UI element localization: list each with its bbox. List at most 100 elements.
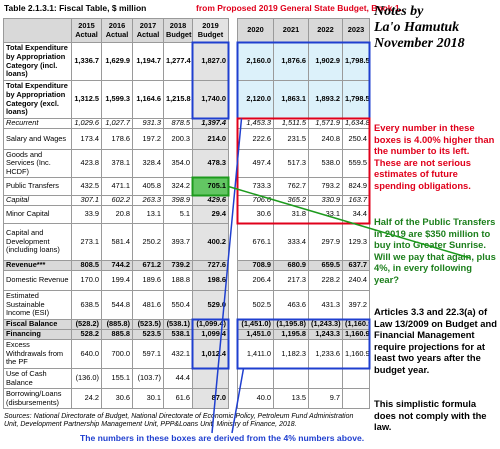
table-cell: 20.8 bbox=[101, 205, 133, 224]
note-four-percent: Every number in these boxes is 4.00% hig… bbox=[374, 122, 495, 191]
table-cell: 263.3 bbox=[132, 195, 164, 206]
gap-cell bbox=[228, 270, 238, 291]
table-cell: 528.2 bbox=[71, 329, 102, 340]
table-cell: 33.1 bbox=[308, 205, 343, 224]
row-label: Minor Capital bbox=[3, 205, 72, 224]
gap-cell bbox=[228, 205, 238, 224]
table-cell: 708.9 bbox=[237, 260, 274, 271]
table-cell bbox=[342, 388, 370, 409]
table-cell: 31.8 bbox=[273, 205, 309, 224]
gap-cell bbox=[228, 80, 238, 119]
table-row: Use of Cash Balance (136.0) 155.1 (103.7) 44… bbox=[3, 368, 370, 389]
column-year: 2021 bbox=[282, 25, 300, 35]
gap-cell bbox=[228, 177, 238, 196]
table-cell: (136.0) bbox=[71, 368, 102, 389]
table-cell: 885.8 bbox=[101, 329, 133, 340]
table-cell: 680.9 bbox=[273, 260, 309, 271]
row-label: Goods and Services (Inc. HCDF) bbox=[3, 149, 72, 178]
table-cell: (1,160.9) bbox=[342, 319, 370, 330]
table-cell: 240.4 bbox=[342, 270, 370, 291]
table-cell: 30.6 bbox=[101, 388, 133, 409]
table-cell: 793.2 bbox=[308, 177, 343, 196]
table-cell: 1,233.6 bbox=[308, 339, 343, 369]
table-cell: 206.4 bbox=[237, 270, 274, 291]
gap-cell bbox=[228, 118, 238, 129]
table-cell: 1,194.7 bbox=[132, 42, 164, 81]
gap-cell bbox=[228, 18, 238, 43]
table-cell: 13.1 bbox=[132, 205, 164, 224]
column-header: 2016 Actual bbox=[101, 18, 133, 43]
table-cell: (1,243.3) bbox=[308, 319, 343, 330]
column-header: 2015 Actual bbox=[71, 18, 102, 43]
table-cell: 705.1 bbox=[192, 177, 229, 196]
column-year: 2018 bbox=[169, 20, 187, 30]
table-cell: 676.1 bbox=[237, 223, 274, 261]
column-year: 2016 bbox=[108, 20, 126, 30]
table-cell: 423.8 bbox=[71, 149, 102, 178]
heading-line: La'o Hamutuk bbox=[374, 20, 460, 35]
column-header: 2023 bbox=[342, 18, 370, 43]
table-cell: 739.2 bbox=[163, 260, 193, 271]
table-cell: 199.4 bbox=[101, 270, 133, 291]
table-cell: 40.0 bbox=[237, 388, 274, 409]
table-cell: 597.1 bbox=[132, 339, 164, 369]
table-cell: 1,740.0 bbox=[192, 80, 229, 119]
note-sunrise: Half of the Public Transfers in 2019 are… bbox=[374, 216, 496, 285]
table-cell: 637.7 bbox=[342, 260, 370, 271]
table-cell: 550.4 bbox=[163, 290, 193, 320]
table-cell: 5.1 bbox=[163, 205, 193, 224]
gap-cell bbox=[228, 42, 238, 81]
table-cell: 44.4 bbox=[163, 368, 193, 389]
table-cell: 538.1 bbox=[163, 329, 193, 340]
gap-cell bbox=[228, 290, 238, 320]
table-cell: 9.7 bbox=[308, 388, 343, 409]
column-basis: Budget bbox=[197, 29, 224, 39]
table-cell: 240.8 bbox=[308, 128, 343, 150]
table-cell: 1,451.0 bbox=[237, 329, 274, 340]
table-cell: 1,012.4 bbox=[192, 339, 229, 369]
row-label: Total Expenditure by Appropriation Categ… bbox=[3, 80, 72, 119]
table-row: Financing 528.2 885.8 523.5 538.1 1,099.4 1,45… bbox=[3, 329, 370, 340]
column-header: 2021 bbox=[273, 18, 309, 43]
table-cell: 463.6 bbox=[273, 290, 309, 320]
note-law: Articles 3.3 and 22.3(a) of Law 13/2009 … bbox=[374, 306, 497, 375]
row-label: Excess Withdrawals from the PF bbox=[3, 339, 72, 369]
gap-cell bbox=[228, 319, 238, 330]
table-cell: 1,411.0 bbox=[237, 339, 274, 369]
table-cell: 87.0 bbox=[192, 388, 229, 409]
table-cell: 544.8 bbox=[101, 290, 133, 320]
table-cell: 250.4 bbox=[342, 128, 370, 150]
table-cell: 429.6 bbox=[192, 195, 229, 206]
table-cell: 640.0 bbox=[71, 339, 102, 369]
table-cell: 1,634.8 bbox=[342, 118, 370, 129]
table-cell: 354.0 bbox=[163, 149, 193, 178]
table-cell: (528.2) bbox=[71, 319, 102, 330]
table-cell: 333.4 bbox=[273, 223, 309, 261]
column-year: 2017 bbox=[139, 20, 157, 30]
table-cell: 393.7 bbox=[163, 223, 193, 261]
notes-heading: Notes by La'o Hamutuk November 2018 bbox=[374, 4, 465, 52]
table-cell: 1,160.9 bbox=[342, 329, 370, 340]
table-cell: 1,599.3 bbox=[101, 80, 133, 119]
table-cell: (1,451.0) bbox=[237, 319, 274, 330]
table-cell: 400.2 bbox=[192, 223, 229, 261]
table-cell: 1,195.8 bbox=[273, 329, 309, 340]
table-cell: (103.7) bbox=[132, 368, 164, 389]
table-cell bbox=[308, 368, 343, 389]
table-cell: 170.0 bbox=[71, 270, 102, 291]
table-cell: 659.5 bbox=[308, 260, 343, 271]
table-cell: 1,397.4 bbox=[192, 118, 229, 129]
table-cell: 397.2 bbox=[342, 290, 370, 320]
table-cell: 1,798.5 bbox=[342, 80, 370, 119]
table-cell: 471.1 bbox=[101, 177, 133, 196]
table-cell: 1,336.7 bbox=[71, 42, 102, 81]
note-compliance: This simplistic formula does not comply … bbox=[374, 398, 487, 433]
fiscal-table: 2015 Actual 2016 Actual 2017 Actual 2018 Budget… bbox=[3, 18, 370, 409]
row-label: Domestic Revenue bbox=[3, 270, 72, 291]
row-label: Estimated Sustainable Income (ESI) bbox=[3, 290, 72, 320]
table-cell bbox=[237, 368, 274, 389]
table-row: Fiscal Balance (528.2) (885.8) (523.5) (538.… bbox=[3, 319, 370, 330]
table-cell: 581.4 bbox=[101, 223, 133, 261]
column-year: 2020 bbox=[247, 25, 264, 35]
